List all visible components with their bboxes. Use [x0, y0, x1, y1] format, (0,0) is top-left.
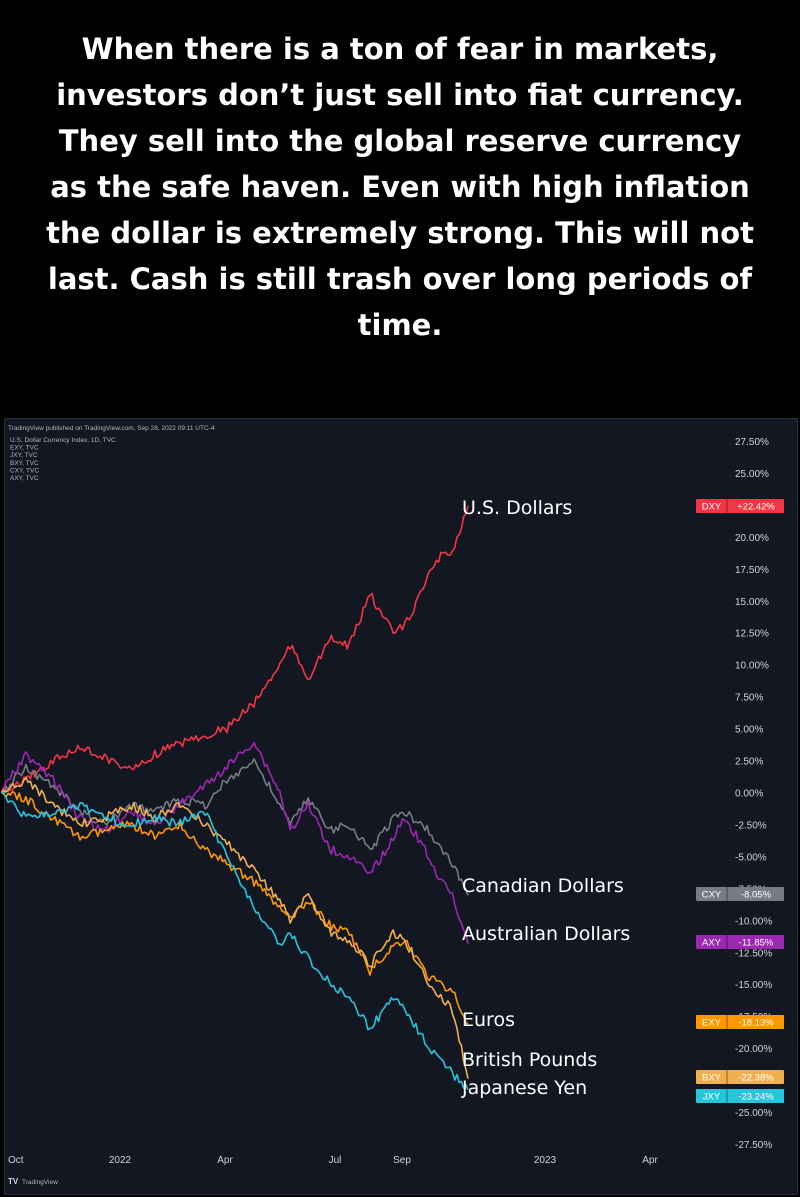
symbol-label: EXY, TVC: [10, 445, 39, 452]
value-badge-dxy: DXY +22.42%: [696, 499, 784, 513]
x-axis: Oct 2022 Apr Jul Sep 2023 Apr: [8, 1155, 658, 1166]
y-tick-label: -27.50%: [735, 1140, 772, 1151]
x-tick-label: Apr: [642, 1155, 658, 1166]
y-tick-label: 17.50%: [735, 565, 769, 576]
badge-value: +22.42%: [737, 502, 775, 513]
series-line-bxy: [0, 776, 469, 1079]
badge-value: -23.24%: [738, 1092, 774, 1103]
y-tick-label: 27.50%: [735, 437, 769, 448]
series-label-bxy: British Pounds: [462, 1049, 597, 1071]
badge-background: [696, 1070, 784, 1084]
badge-code: CXY: [702, 890, 722, 901]
badge-value: -11.85%: [739, 938, 774, 949]
tradingview-logo[interactable]: TV TradingView: [8, 1177, 58, 1186]
published-text: TradingView published on TradingView.com…: [8, 425, 215, 432]
x-tick-label: Oct: [8, 1155, 24, 1166]
y-tick-label: 0.00%: [735, 789, 763, 800]
value-badge-exy: EXY -18.13%: [696, 1015, 784, 1029]
value-badge-cxy: CXY -8.05%: [696, 887, 784, 901]
tradingview-logo-icon: TV: [8, 1177, 19, 1186]
caption-text: When there is a ton of fear in markets, …: [46, 32, 754, 342]
symbol-label: JXY, TVC: [10, 452, 38, 459]
badge-background: [696, 499, 784, 513]
series-line-axy: [0, 741, 469, 945]
series-label-axy: Australian Dollars: [462, 923, 630, 945]
badge-value: -22.38%: [738, 1073, 774, 1084]
badge-code: EXY: [702, 1018, 722, 1029]
badge-background: [696, 935, 784, 949]
symbol-label: AXY, TVC: [10, 475, 39, 482]
series-label-jxy: Japanese Yen: [461, 1077, 587, 1099]
x-tick-label: 2023: [534, 1155, 557, 1166]
series-label-exy: Euros: [462, 1009, 515, 1031]
y-tick-label: -10.00%: [735, 916, 772, 927]
x-tick-label: Sep: [393, 1155, 411, 1166]
x-tick-label: 2022: [109, 1155, 132, 1166]
y-tick-label: 20.00%: [735, 533, 769, 544]
series-label-dxy: U.S. Dollars: [462, 497, 572, 519]
symbol-list: U.S. Dollar Currency Index, 1D, TVCEXY, …: [10, 437, 116, 482]
y-tick-label: -12.50%: [735, 948, 772, 959]
value-badge-axy: AXY -11.85%: [696, 935, 784, 949]
y-tick-label: 15.00%: [735, 597, 769, 608]
symbol-label: CXY, TVC: [10, 467, 39, 474]
y-tick-label: 25.00%: [735, 469, 769, 480]
badge-value: -18.13%: [738, 1018, 774, 1029]
series-lines: [0, 505, 469, 1090]
y-tick-label: -2.50%: [735, 820, 767, 831]
badge-background: [696, 887, 784, 901]
x-tick-label: Apr: [217, 1155, 233, 1166]
y-tick-label: -20.00%: [735, 1044, 772, 1055]
y-tick-label: 12.50%: [735, 629, 769, 640]
y-tick-label: 2.50%: [735, 757, 763, 768]
badge-background: [696, 1015, 784, 1029]
series-line-cxy: [1, 757, 469, 896]
tradingview-logo-text: TradingView: [22, 1179, 58, 1186]
symbol-label: U.S. Dollar Currency Index, 1D, TVC: [10, 437, 116, 444]
badge-code: AXY: [702, 938, 722, 949]
series-line-jxy: [1, 791, 469, 1090]
series-label-cxy: Canadian Dollars: [462, 875, 624, 897]
badge-value: -8.05%: [741, 890, 772, 901]
y-tick-label: -25.00%: [735, 1108, 772, 1119]
series-labels: U.S. Dollars Canadian Dollars Australian D…: [461, 497, 630, 1099]
badge-code: DXY: [702, 502, 722, 513]
badge-background: [696, 1089, 784, 1103]
x-tick-label: Jul: [329, 1155, 342, 1166]
value-badges: DXY +22.42% CXY -8.05% AXY -11.85% EXY -18.13% B…: [696, 499, 784, 1103]
y-tick-label: 7.50%: [735, 693, 763, 704]
y-tick-label: 5.00%: [735, 725, 763, 736]
symbol-label: BXY, TVC: [10, 460, 39, 467]
y-tick-label: -5.00%: [735, 852, 767, 863]
y-tick-label: -15.00%: [735, 980, 772, 991]
chart-panel: [4, 418, 798, 1195]
series-line-dxy: [0, 505, 469, 793]
value-badge-jxy: JXY -23.24%: [696, 1089, 784, 1103]
value-badge-bxy: BXY -22.38%: [696, 1070, 784, 1084]
y-tick-label: 10.00%: [735, 661, 769, 672]
badge-code: JXY: [703, 1092, 721, 1103]
y-axis: 27.50%25.00%22.50%20.00%17.50%15.00%12.5…: [735, 437, 772, 1151]
badge-code: BXY: [702, 1073, 722, 1084]
